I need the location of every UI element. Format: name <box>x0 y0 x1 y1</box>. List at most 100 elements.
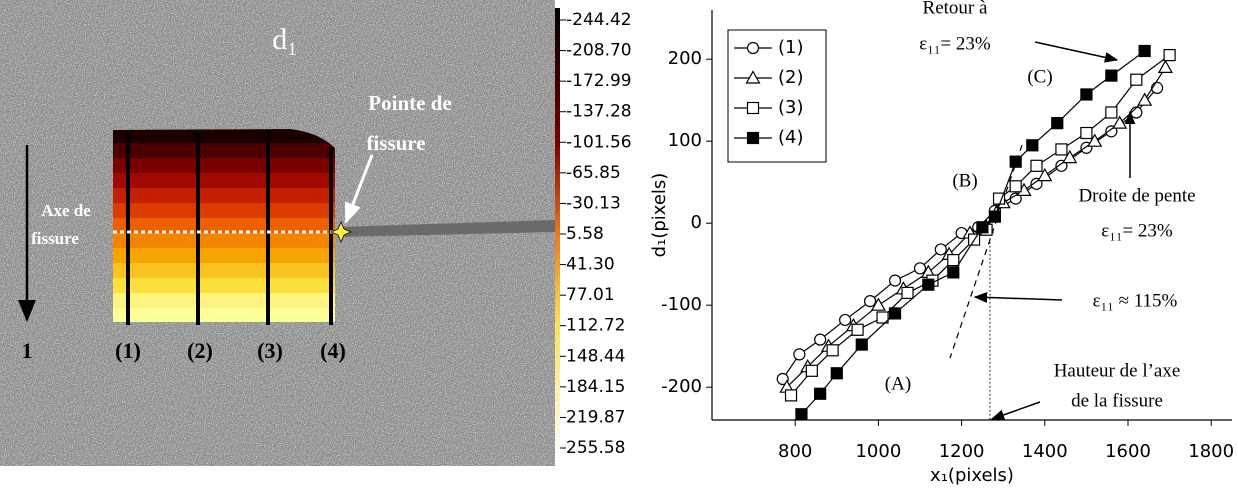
y-tick-label: 0 <box>691 212 702 233</box>
x-tick-label: 1800 <box>1188 441 1234 462</box>
profile-lines <box>126 131 333 325</box>
x-axis-label: x₁(pixels) <box>930 465 1014 486</box>
annotation: ε₁₁= 23% <box>1101 220 1173 241</box>
colorbar-tick-label: -244.42 <box>566 10 632 30</box>
marker <box>947 266 960 279</box>
marker <box>901 286 914 299</box>
marker <box>870 297 886 311</box>
colorbar-tick-label: -65.85 <box>566 163 621 183</box>
annotation: fissure <box>31 229 79 248</box>
legend-marker <box>746 41 760 55</box>
marker <box>826 344 839 357</box>
colorbar-tick-label: 77.01 <box>566 285 615 305</box>
annotation: ε₁₁= 23% <box>919 33 991 54</box>
marker <box>805 364 818 377</box>
marker <box>814 333 827 346</box>
profile-label: (3) <box>257 338 283 363</box>
tip-arrow <box>344 154 374 224</box>
marker <box>1062 149 1078 164</box>
annotation: fissure <box>366 131 425 155</box>
annotation: ε₁₁ ≈ 115% <box>1093 290 1178 311</box>
marker <box>1037 167 1053 182</box>
legend-marker <box>746 101 760 115</box>
marker <box>1009 155 1022 168</box>
marker <box>1157 59 1173 74</box>
x-tick-label: 1400 <box>1022 441 1068 462</box>
heat-band <box>113 143 335 159</box>
marker <box>1151 81 1164 95</box>
x-tick-label: 800 <box>778 441 812 462</box>
heat-band <box>113 293 335 309</box>
legend-label: (1) <box>778 37 804 58</box>
marker <box>988 210 1001 223</box>
marker <box>1163 48 1176 62</box>
marker <box>1026 139 1039 152</box>
marker <box>1080 88 1093 101</box>
annotation: de la fissure <box>1071 390 1163 411</box>
x-tick-label: 1600 <box>1105 441 1151 462</box>
marker <box>851 323 864 336</box>
marker <box>1105 106 1118 119</box>
colorbar-tick-label: 5.58 <box>566 224 604 244</box>
annotation: Droite de pente <box>1078 185 1195 206</box>
heat-map <box>113 129 335 322</box>
marker <box>947 254 960 267</box>
marker <box>795 408 808 421</box>
heat-band <box>113 233 335 249</box>
annotation: (C) <box>1027 66 1052 87</box>
y-axis-label: d₁(pixels) <box>649 173 670 258</box>
marker <box>1137 92 1153 106</box>
colorbar-tick-label: -137.28 <box>566 102 632 122</box>
marker <box>1112 115 1128 129</box>
colorbar-tick-label: -30.13 <box>566 193 621 213</box>
axis-label: 1 <box>22 338 33 363</box>
annotation: Retour à <box>923 0 988 18</box>
heat-band <box>113 263 335 279</box>
heat-band <box>113 129 335 144</box>
legend-label: (4) <box>778 127 804 148</box>
colorbar-tick-label: -172.99 <box>566 71 632 91</box>
profile-label: (1) <box>115 338 141 363</box>
heat-band <box>113 278 335 294</box>
legend-label: (3) <box>778 97 804 118</box>
colorbar-tick-label: -101.56 <box>566 132 632 152</box>
marker <box>1030 159 1043 172</box>
colorbar-tick-label: 219.87 <box>566 407 625 427</box>
marker <box>976 221 989 234</box>
marker <box>888 307 902 320</box>
marker <box>876 311 889 324</box>
x-tick-label: 1000 <box>855 441 901 462</box>
legend-marker <box>746 131 760 145</box>
crack-tip <box>329 220 353 244</box>
y-tick-label: 100 <box>668 130 702 151</box>
legend-box <box>727 29 827 163</box>
marker <box>830 367 843 380</box>
annotation-arrow <box>990 401 1041 421</box>
marker <box>1051 117 1064 130</box>
colorbar-tick-label: 112.72 <box>566 316 625 336</box>
annotation: (A) <box>885 373 911 394</box>
heat-band <box>113 308 335 322</box>
heat-band <box>113 203 335 219</box>
heat-band <box>113 248 335 264</box>
y-tick-label: -200 <box>661 376 702 397</box>
marker <box>814 387 827 400</box>
marker <box>913 262 927 275</box>
marker <box>1055 143 1068 156</box>
profile-label: (2) <box>187 338 213 363</box>
y-tick-label: 200 <box>668 48 702 69</box>
heat-band <box>113 173 335 189</box>
legend-marker <box>745 70 761 84</box>
marker <box>839 313 852 327</box>
colorbar-tick-label: 184.15 <box>566 377 625 397</box>
marker <box>1105 69 1118 82</box>
legend-label: (2) <box>778 67 804 88</box>
colorbar-tick-label: 41.30 <box>566 255 615 275</box>
annotation-arrow <box>1034 41 1119 63</box>
marker <box>888 274 902 287</box>
marker <box>1080 126 1093 140</box>
image-title: d₁ <box>272 23 297 56</box>
annotation-arrow <box>973 292 1063 303</box>
